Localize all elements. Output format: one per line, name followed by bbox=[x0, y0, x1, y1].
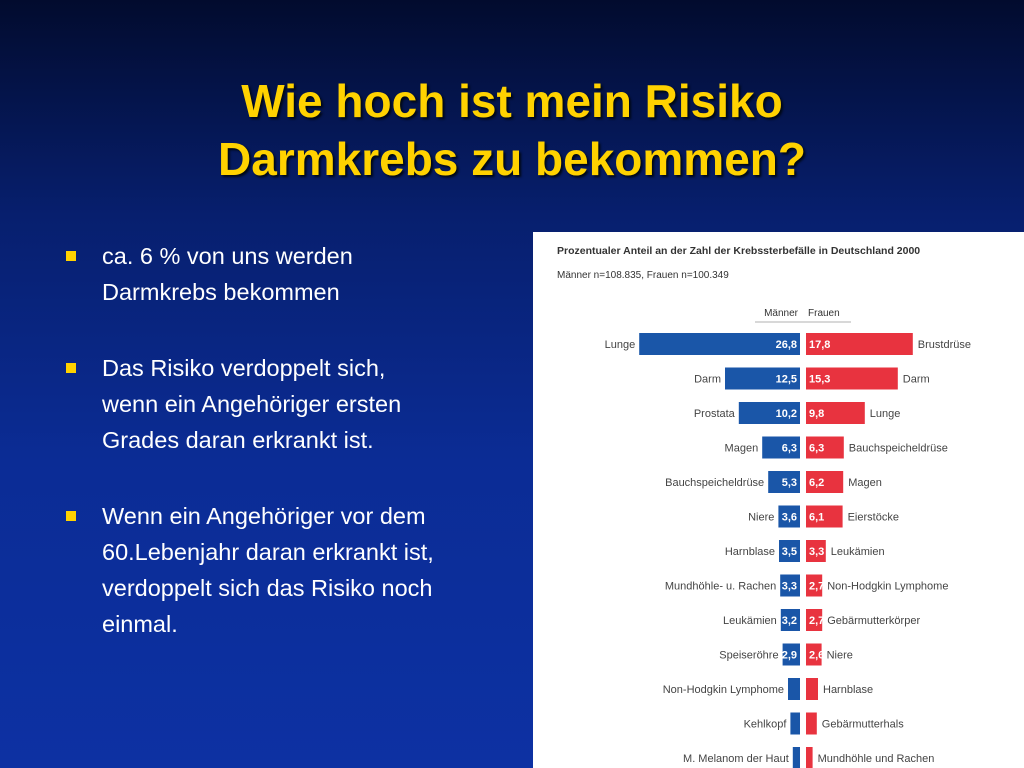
bullet-item: Wenn ein Angehöriger vor dem 60.Lebenjah… bbox=[62, 498, 522, 642]
bar-maenner bbox=[725, 367, 800, 390]
bar-frauen bbox=[806, 367, 898, 390]
bar-frauen bbox=[806, 643, 822, 666]
bar-maenner bbox=[738, 402, 800, 424]
category-label-frauen: Harnblase bbox=[823, 684, 873, 696]
category-label-frauen: Mundhöhle und Rachen bbox=[818, 753, 935, 765]
bar-frauen bbox=[806, 609, 823, 631]
bar-maenner bbox=[780, 609, 800, 631]
bar-value-label-frauen: 3,3 bbox=[809, 546, 824, 558]
bar-maenner bbox=[778, 505, 800, 528]
bar-maenner bbox=[790, 712, 800, 735]
bullet-line: ca. 6 % von uns werden bbox=[102, 243, 353, 269]
category-label-frauen: Magen bbox=[848, 477, 882, 489]
bullet-list: ca. 6 % von uns werden Darmkrebs bekomme… bbox=[62, 238, 522, 682]
bar-frauen bbox=[806, 505, 843, 528]
bar-value-label-maenner: 3,6 bbox=[782, 512, 797, 524]
square-bullet-icon bbox=[66, 363, 76, 373]
category-label-maenner: Mundhöhle- u. Rachen bbox=[665, 581, 776, 593]
bar-value-label-frauen: 6,3 bbox=[809, 443, 824, 455]
bar-frauen bbox=[806, 712, 817, 735]
bar-value-label-maenner: 3,3 bbox=[782, 581, 797, 593]
category-label-frauen: Bauchspeicheldrüse bbox=[849, 443, 948, 455]
bullet-line: 60.Lebenjahr daran erkrankt ist, bbox=[102, 539, 434, 565]
category-label-frauen: Gebärmutterkörper bbox=[827, 615, 920, 627]
bar-value-label-maenner: 2,9 bbox=[782, 650, 797, 662]
bar-frauen bbox=[806, 747, 813, 768]
chart-panel: Prozentualer Anteil an der Zahl der Kreb… bbox=[533, 232, 1024, 768]
bar-value-label-frauen: 17,8 bbox=[809, 339, 830, 351]
bullet-line: einmal. bbox=[102, 611, 178, 637]
bullet-line: Das Risiko verdoppelt sich, bbox=[102, 355, 386, 381]
bar-maenner bbox=[639, 333, 800, 355]
bar-maenner bbox=[768, 471, 800, 493]
slide-title-line-1: Wie hoch ist mein Risiko bbox=[241, 75, 783, 127]
square-bullet-icon bbox=[66, 511, 76, 521]
bar-value-label-frauen: 9,8 bbox=[809, 408, 824, 420]
cancer-deaths-butterfly-chart: Prozentualer Anteil an der Zahl der Kreb… bbox=[557, 245, 971, 768]
bar-frauen bbox=[806, 402, 865, 424]
bar-value-label-frauen: 2,6 bbox=[809, 650, 824, 662]
category-label-frauen: Eierstöcke bbox=[848, 512, 899, 524]
category-label-maenner: Speiseröhre bbox=[719, 650, 778, 662]
bar-value-label-maenner: 26,8 bbox=[776, 339, 797, 351]
bar-value-label-maenner: 12,5 bbox=[776, 374, 797, 386]
bar-maenner bbox=[792, 747, 800, 768]
bullet-line: verdoppelt sich das Risiko noch bbox=[102, 575, 433, 601]
category-label-frauen: Gebärmutterhals bbox=[822, 719, 904, 731]
bar-value-label-frauen: 2,7 bbox=[809, 581, 824, 593]
bullet-line: Wenn ein Angehöriger vor dem bbox=[102, 503, 426, 529]
bar-value-label-maenner: 6,3 bbox=[782, 443, 797, 455]
bullet-line: wenn ein Angehöriger ersten bbox=[102, 391, 402, 417]
bar-maenner bbox=[782, 643, 800, 666]
bullet-item: ca. 6 % von uns werden Darmkrebs bekomme… bbox=[62, 238, 522, 310]
category-label-maenner: Prostata bbox=[694, 408, 736, 420]
category-label-maenner: Harnblase bbox=[725, 546, 775, 558]
bar-maenner bbox=[788, 678, 800, 700]
chart-title: Prozentualer Anteil an der Zahl der Kreb… bbox=[557, 245, 920, 257]
bar-maenner bbox=[762, 436, 800, 459]
bullet-item: Das Risiko verdoppelt sich, wenn ein Ang… bbox=[62, 350, 522, 458]
bar-value-label-maenner: 3,5 bbox=[782, 546, 797, 558]
bar-frauen bbox=[806, 471, 844, 493]
slide-title-line-2: Darmkrebs zu bekommen? bbox=[218, 133, 806, 185]
category-label-frauen: Leukämien bbox=[831, 546, 885, 558]
category-label-frauen: Lunge bbox=[870, 408, 901, 420]
bullet-line: Darmkrebs bekommen bbox=[102, 279, 340, 305]
category-label-maenner: Niere bbox=[748, 512, 774, 524]
category-label-maenner: Bauchspeicheldrüse bbox=[665, 477, 764, 489]
category-label-maenner: Darm bbox=[694, 374, 721, 386]
bar-value-label-maenner: 5,3 bbox=[782, 477, 797, 489]
legend-maenner: Männer bbox=[764, 308, 799, 319]
bullet-line: Grades daran erkrankt ist. bbox=[102, 427, 374, 453]
category-label-maenner: Leukämien bbox=[723, 615, 777, 627]
bar-value-label-maenner: 3,2 bbox=[782, 615, 797, 627]
category-label-maenner: Kehlkopf bbox=[744, 719, 788, 731]
slide-title: Wie hoch ist mein Risiko Darmkrebs zu be… bbox=[0, 72, 1024, 188]
bar-value-label-frauen: 2,7 bbox=[809, 615, 824, 627]
bar-frauen bbox=[806, 540, 826, 562]
legend-frauen: Frauen bbox=[808, 308, 840, 319]
bar-value-label-frauen: 15,3 bbox=[809, 374, 830, 386]
category-label-maenner: Lunge bbox=[605, 339, 636, 351]
category-label-maenner: Magen bbox=[725, 443, 759, 455]
bar-frauen bbox=[806, 333, 913, 355]
category-label-frauen: Non-Hodgkin Lymphome bbox=[827, 581, 948, 593]
bar-maenner bbox=[780, 574, 800, 597]
chart-subtitle: Männer n=108.835, Frauen n=100.349 bbox=[557, 270, 729, 281]
bar-value-label-frauen: 6,1 bbox=[809, 512, 824, 524]
bar-maenner bbox=[779, 540, 800, 562]
bar-value-label-maenner: 10,2 bbox=[776, 408, 797, 420]
bar-value-label-frauen: 6,2 bbox=[809, 477, 824, 489]
bar-frauen bbox=[806, 678, 818, 700]
bar-frauen bbox=[806, 574, 823, 597]
square-bullet-icon bbox=[66, 251, 76, 261]
category-label-maenner: Non-Hodgkin Lymphome bbox=[663, 684, 784, 696]
category-label-frauen: Brustdrüse bbox=[918, 339, 971, 351]
category-label-frauen: Darm bbox=[903, 374, 930, 386]
category-label-maenner: M. Melanom der Haut bbox=[683, 753, 789, 765]
category-label-frauen: Niere bbox=[827, 650, 853, 662]
bar-frauen bbox=[806, 436, 844, 459]
